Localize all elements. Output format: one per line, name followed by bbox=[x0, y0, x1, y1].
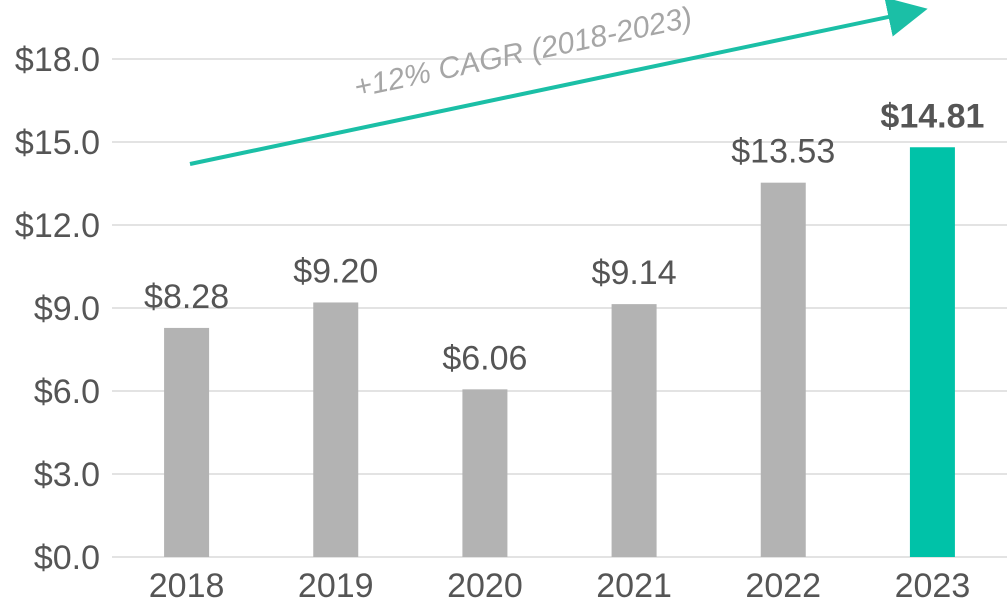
bars bbox=[164, 147, 955, 558]
data-labels: $8.28 $9.20 $6.06 $9.14 $13.53 $14.81 bbox=[144, 97, 984, 377]
bar-2020 bbox=[462, 389, 508, 557]
bar-2022 bbox=[760, 182, 806, 558]
y-tick-label: $12.0 bbox=[15, 207, 100, 245]
data-label-2020: $6.06 bbox=[442, 339, 527, 377]
bar-2021 bbox=[611, 304, 657, 557]
gridlines bbox=[112, 58, 1007, 558]
x-tick-label: 2019 bbox=[298, 567, 374, 603]
x-axis: 2018 2019 2020 2021 2022 2023 bbox=[149, 567, 970, 603]
data-label-2022: $13.53 bbox=[731, 133, 835, 171]
y-tick-label: $9.0 bbox=[34, 290, 100, 328]
data-label-2023: $14.81 bbox=[880, 97, 984, 135]
data-label-2019: $9.20 bbox=[293, 252, 378, 290]
data-label-2021: $9.14 bbox=[592, 254, 677, 292]
y-tick-label: $15.0 bbox=[15, 124, 100, 162]
bar-2023 bbox=[909, 147, 955, 558]
y-tick-label: $3.0 bbox=[34, 456, 100, 494]
x-tick-label: 2022 bbox=[745, 567, 821, 603]
cagr-arrow bbox=[189, 0, 928, 166]
x-tick-label: 2020 bbox=[447, 567, 523, 603]
y-tick-label: $0.0 bbox=[34, 539, 100, 577]
cagr-annotation: +12% CAGR (2018-2023) bbox=[351, 1, 695, 104]
x-tick-label: 2018 bbox=[149, 567, 225, 603]
y-tick-label: $18.0 bbox=[15, 41, 100, 79]
y-tick-label: $6.0 bbox=[34, 373, 100, 411]
x-tick-label: 2021 bbox=[596, 567, 672, 603]
y-axis: $0.0 $3.0 $6.0 $9.0 $12.0 $15.0 $18.0 bbox=[15, 41, 100, 577]
x-tick-label: 2023 bbox=[895, 567, 971, 603]
bar-2018 bbox=[164, 327, 210, 557]
data-label-2018: $8.28 bbox=[144, 278, 229, 316]
bar-2019 bbox=[313, 302, 359, 557]
